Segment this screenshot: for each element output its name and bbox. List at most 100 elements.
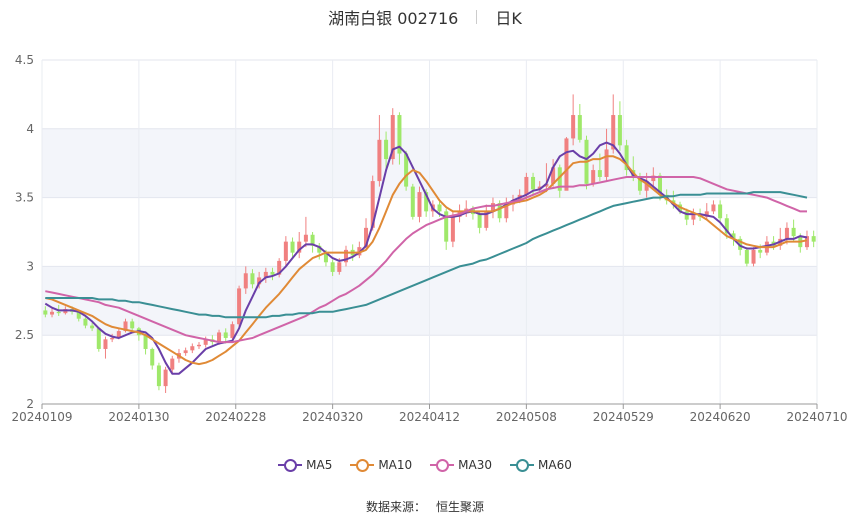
candle-body [691,214,696,220]
candle-body [424,192,429,212]
ma-line-ma5 [44,141,808,375]
y-tick-label: 2 [26,397,34,411]
legend-item-ma60[interactable]: MA60 [510,458,572,472]
candle-body [718,204,723,219]
candle-body [604,149,609,177]
candle-body [397,115,402,154]
data-source: 数据来源： 恒生聚源 [0,498,850,515]
candle-body [130,321,135,329]
candle-body [544,183,549,187]
candle-body [377,139,382,182]
candle-body [758,249,763,253]
candle-body [564,138,569,191]
legend-label: MA10 [378,458,413,472]
legend-swatch [430,459,455,472]
y-tick-label: 3 [26,259,34,273]
candle-body [270,271,275,275]
y-tick-label: 3.5 [15,191,34,205]
y-tick-label: 2.5 [15,328,34,342]
candle-body [384,139,389,160]
candle-body [811,236,816,242]
candle-body [303,234,308,242]
candle-body [116,331,121,338]
candle-body [591,170,596,184]
candle-body [497,203,502,219]
candle-body [237,288,242,325]
candle-body [90,325,95,329]
candle-body [744,249,749,264]
legend-item-ma30[interactable]: MA30 [430,458,492,472]
candle-body [243,273,248,289]
candle-body [330,262,335,272]
x-tick-label: 20240109 [11,410,72,424]
x-tick-label: 20240529 [593,410,654,424]
x-tick-label: 20240710 [786,410,847,424]
candle-body [477,214,482,228]
candle-body [804,236,809,248]
candle-body [183,350,188,354]
candle-body [410,186,415,217]
candle-body [404,153,409,187]
candle-body [644,181,649,191]
title-separator [476,10,478,24]
x-tick-label: 20240620 [690,410,751,424]
chart-title: 湖南白银 002716 [328,9,459,28]
candle-body [751,249,756,264]
candle-body [290,241,295,253]
y-tick-label: 4 [26,122,34,136]
x-tick-label: 20240320 [302,410,363,424]
x-tick-label: 20240508 [496,410,557,424]
candle-body [250,273,255,285]
x-tick-label: 20240130 [108,410,169,424]
ma-line-ma60 [45,191,808,319]
period-label: 日K [495,9,522,28]
candle-body [637,176,642,191]
legend-swatch [510,459,535,472]
candle-body [203,339,208,345]
legend-swatch [350,459,375,472]
y-tick-label: 4.5 [15,53,34,67]
candle-body [484,211,489,228]
candle-body [257,277,262,285]
candle-body [704,211,709,217]
candle-body [197,344,202,347]
candle-body [310,234,315,246]
candle-body [43,310,48,315]
candle-body [143,335,148,349]
candle-body [323,252,328,263]
candle-body [76,311,81,319]
candle-body [96,328,101,349]
candle-body [343,249,348,263]
candle-body [56,311,61,314]
legend-item-ma5[interactable]: MA5 [278,458,332,472]
candle-body [444,211,449,242]
candle-body [364,227,369,248]
x-tick-label: 20240228 [205,410,266,424]
legend-item-ma10[interactable]: MA10 [350,458,412,472]
candle-body [150,348,155,366]
ma-line-ma30 [45,176,807,344]
candle-body [537,186,542,190]
candle-body [337,262,342,272]
candle-body [230,324,235,338]
candle-body [624,145,629,171]
candle-body [390,115,395,160]
candle-body [571,115,576,139]
candle-body [684,211,689,220]
candlestick-chart: 2 2.5 3 3.5 4 4.5 20240109 20240130 20240228 2024… [11,53,847,424]
candle-body [370,181,375,228]
source-label: 数据来源： [365,500,426,514]
chart-title-bar: 湖南白银 002716 日K [0,5,850,29]
legend-label: MA60 [538,458,572,472]
legend-swatch [278,459,303,472]
candle-body [490,203,495,212]
candle-body [784,227,789,239]
candle-body [103,339,108,349]
candle-body [277,260,282,275]
candle-body [223,332,228,338]
candle-body [617,115,622,146]
candle-body [190,346,195,351]
candle-body [123,321,128,332]
candle-body [791,227,796,237]
candle-body [577,115,582,140]
